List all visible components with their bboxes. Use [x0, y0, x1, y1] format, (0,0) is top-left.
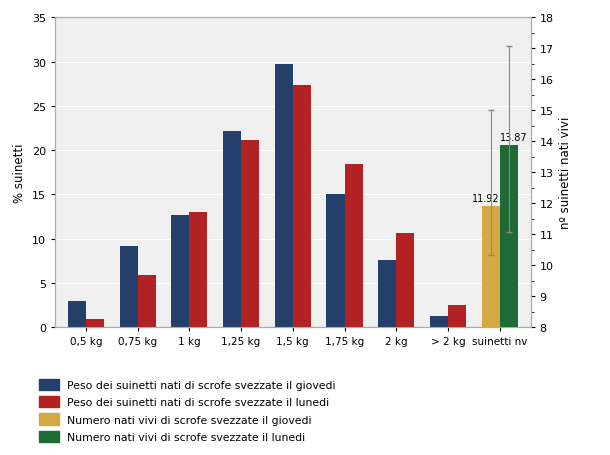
Y-axis label: nº suinetti nati vivi: nº suinetti nati vivi	[559, 117, 572, 229]
Bar	[293, 86, 311, 328]
Y-axis label: % suinetti: % suinetti	[13, 143, 26, 202]
Bar	[430, 316, 448, 328]
Legend: Peso dei suinetti nati di scrofe svezzate il giovedi, Peso dei suinetti nati di : Peso dei suinetti nati di scrofe svezzat…	[36, 376, 339, 445]
Bar	[326, 195, 345, 328]
Bar	[396, 233, 414, 328]
Bar	[120, 246, 138, 328]
Bar	[86, 320, 104, 328]
Bar	[68, 301, 86, 328]
Bar	[189, 212, 207, 328]
Bar	[378, 260, 396, 328]
Bar	[274, 65, 293, 328]
Text: 13.87: 13.87	[500, 133, 528, 143]
Bar	[345, 165, 362, 328]
Bar	[481, 206, 500, 455]
Bar	[138, 275, 156, 328]
Bar	[500, 146, 518, 455]
Bar	[223, 131, 241, 328]
Text: 11.92: 11.92	[472, 193, 499, 203]
Bar	[448, 305, 466, 328]
Bar	[171, 215, 189, 328]
Bar	[241, 140, 259, 328]
